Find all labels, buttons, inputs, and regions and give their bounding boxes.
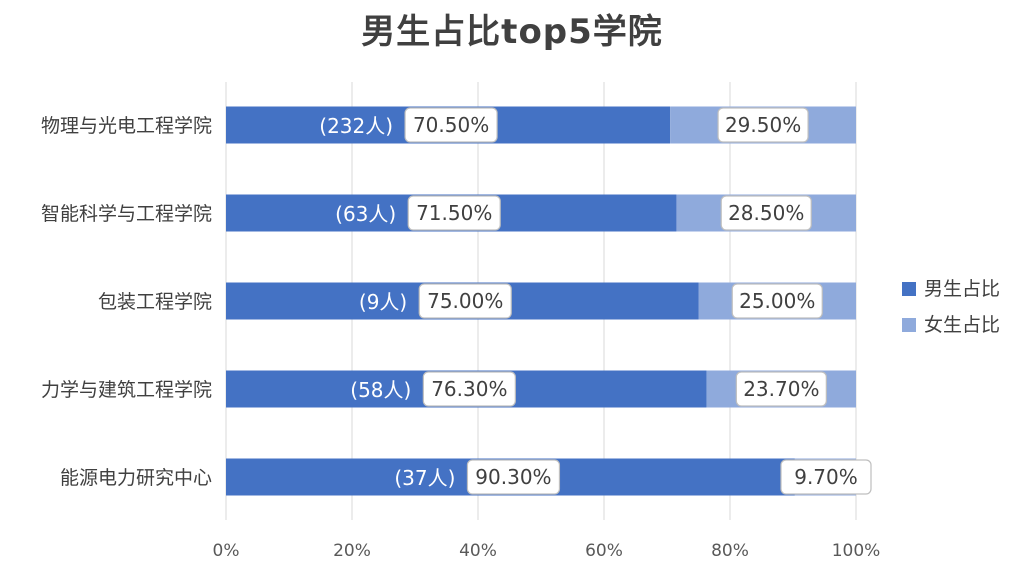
data-label: 28.50% <box>720 195 812 231</box>
count-label: (58人) <box>350 378 411 402</box>
x-tick-label: 20% <box>333 541 371 561</box>
data-label: 75.00% <box>418 283 512 319</box>
category-label: 智能科学与工程学院 <box>41 203 212 225</box>
category-label: 物理与光电工程学院 <box>41 115 212 137</box>
count-label: (232人) <box>319 114 393 138</box>
data-label: 90.30% <box>466 459 561 495</box>
data-label-box <box>404 107 498 143</box>
legend-entry: 女生占比 <box>924 314 1000 336</box>
category-labels: 物理与光电工程学院智能科学与工程学院包装工程学院力学与建筑工程学院能源电力研究中… <box>41 115 212 489</box>
legend-swatch <box>902 282 916 296</box>
x-tick-label: 0% <box>213 541 240 561</box>
data-label-value: 76.30% <box>431 377 507 401</box>
x-axis-ticks: 0% 20% 40% 60% 80% 100% <box>213 541 881 561</box>
category-label: 包装工程学院 <box>98 291 212 313</box>
x-tick-label: 80% <box>711 541 749 561</box>
legend-swatch <box>902 318 916 332</box>
data-label-value: 9.70% <box>794 465 858 489</box>
data-label-box <box>731 283 823 319</box>
data-label-value: 28.50% <box>728 201 804 225</box>
data-label-box <box>466 459 561 495</box>
data-label: 71.50% <box>407 195 501 231</box>
data-label-box <box>422 371 516 407</box>
x-tick-label: 40% <box>459 541 497 561</box>
data-label-value: 25.00% <box>739 289 815 313</box>
data-label: 76.30% <box>422 371 516 407</box>
x-tick-label: 60% <box>585 541 623 561</box>
data-labels: 70.50% (232人) 29.50% 71.50% (63人) 28.50% 75.00… <box>319 107 872 495</box>
data-label-box <box>735 371 827 407</box>
data-label-box <box>418 283 512 319</box>
data-label-value: 70.50% <box>413 113 489 137</box>
data-label-value: 71.50% <box>416 201 492 225</box>
data-label: 70.50% <box>404 107 498 143</box>
count-label: (63人) <box>335 202 396 226</box>
category-label: 力学与建筑工程学院 <box>41 379 212 401</box>
data-label: 29.50% <box>717 107 809 143</box>
data-label-box <box>780 459 872 495</box>
category-label: 能源电力研究中心 <box>60 467 212 489</box>
data-label: 23.70% <box>735 371 827 407</box>
data-label-value: 23.70% <box>743 377 819 401</box>
legend-entry: 男生占比 <box>924 278 1000 300</box>
data-label-box <box>720 195 812 231</box>
data-label: 9.70% <box>780 459 872 495</box>
count-label: (37人) <box>394 466 455 490</box>
count-label: (9人) <box>359 290 407 314</box>
chart-title: 男生占比top5学院 <box>361 12 663 52</box>
data-label-value: 29.50% <box>725 113 801 137</box>
data-label-value: 90.30% <box>475 465 551 489</box>
data-label: 25.00% <box>731 283 823 319</box>
data-label-box <box>407 195 501 231</box>
data-label-box <box>717 107 809 143</box>
data-label-value: 75.00% <box>427 289 503 313</box>
x-tick-label: 100% <box>832 541 881 561</box>
